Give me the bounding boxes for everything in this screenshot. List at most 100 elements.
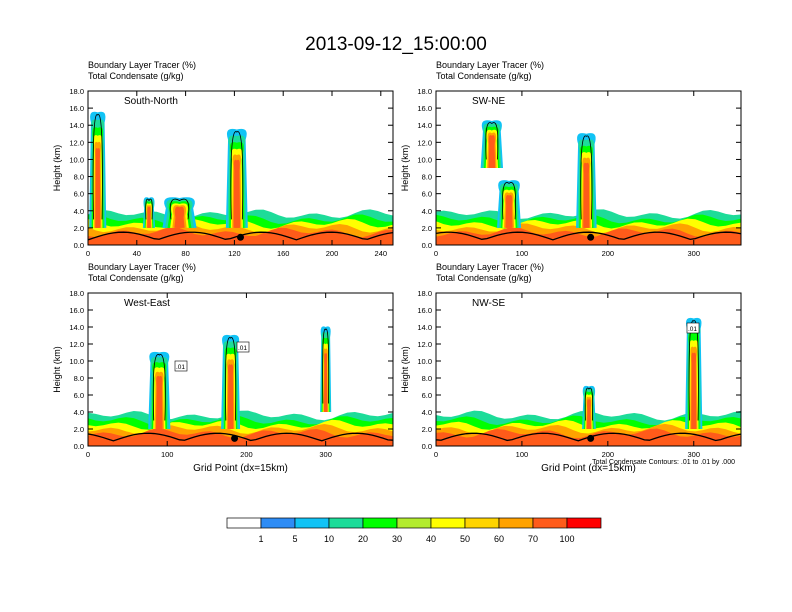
- y-tick-label: 6.0: [422, 391, 432, 400]
- condensate-contour: [225, 337, 237, 421]
- y-tick-label: 8.0: [422, 374, 432, 383]
- colorbar-label: 70: [528, 534, 538, 544]
- terrain-line: [88, 432, 393, 442]
- x-tick-label: 200: [602, 249, 615, 258]
- condensate-contour: [688, 320, 699, 421]
- location-marker: [237, 233, 244, 241]
- location-marker: [587, 233, 595, 241]
- panel-sw-ne: 0.0 2.0 4.0 6.0 8.0 10.0 12.0 14.0 16.0 18.0 0 100 2…: [400, 60, 742, 258]
- condensate-contour: [92, 114, 103, 220]
- y-tick-label: 16.0: [417, 306, 432, 315]
- y-axis-label: Height (km): [52, 346, 62, 393]
- plot-area: [436, 293, 741, 446]
- x-axis-label: Grid Point (dx=15km): [541, 463, 636, 474]
- y-tick-label: 14.0: [69, 323, 84, 332]
- y-axis-label: Height (km): [52, 145, 62, 192]
- x-tick-label: 40: [133, 249, 141, 258]
- y-tick-label: 4.0: [422, 207, 432, 216]
- colorbar: 1 5 10 20 30 40 50 60 70 100: [226, 517, 602, 544]
- panel-title-condensate: Total Condensate (g/kg): [88, 71, 184, 81]
- y-tick-label: 2.0: [422, 224, 432, 233]
- colorbar-swatch: [464, 517, 500, 529]
- contour-label-box: [236, 341, 250, 353]
- tracer-band: [88, 231, 393, 245]
- panel-title-tracer: Boundary Layer Tracer (%): [436, 262, 544, 272]
- colorbar-swatch: [362, 517, 398, 529]
- y-tick-label: 6.0: [74, 190, 84, 199]
- plume-layer: [157, 380, 162, 429]
- panel-label: West-East: [124, 298, 170, 309]
- panel-nw-se: 0.0 2.0 4.0 6.0 8.0 10.0 12.0 14.0 16.0 18.0 0 100 2…: [400, 262, 742, 474]
- contour-label-box: [686, 322, 700, 334]
- panel-title-condensate: Total Condensate (g/kg): [88, 273, 184, 283]
- y-tick-label: 12.0: [417, 138, 432, 147]
- condensate-contour: [502, 182, 516, 220]
- x-tick-label: 200: [602, 450, 615, 459]
- colorbar-label: 40: [426, 534, 436, 544]
- y-tick-label: 10.0: [417, 357, 432, 366]
- x-tick-label: 100: [161, 450, 174, 459]
- plume-layer: [489, 137, 494, 168]
- y-tick-label: 4.0: [74, 207, 84, 216]
- colorbar-label: 100: [559, 534, 574, 544]
- x-tick-label: 300: [687, 249, 700, 258]
- panel-label: NW-SE: [472, 298, 505, 309]
- contour-note: Total Condensate Contours: .01 to .01 by…: [592, 459, 735, 466]
- plume-layer: [176, 208, 183, 228]
- plume-layer: [228, 369, 233, 429]
- colorbar-label: 50: [460, 534, 470, 544]
- x-tick-label: 100: [516, 249, 529, 258]
- y-tick-label: 10.0: [69, 357, 84, 366]
- x-tick-label: 120: [228, 249, 241, 258]
- x-tick-label: 300: [687, 450, 700, 459]
- x-tick-label: 300: [319, 450, 332, 459]
- y-tick-label: 14.0: [417, 121, 432, 130]
- y-tick-label: 12.0: [69, 138, 84, 147]
- y-tick-label: 0.0: [74, 241, 84, 250]
- y-tick-label: 16.0: [417, 104, 432, 113]
- y-tick-label: 14.0: [69, 121, 84, 130]
- colorbar-swatch: [396, 517, 432, 529]
- x-tick-label: 0: [86, 249, 90, 258]
- contour-label: .01: [688, 326, 697, 333]
- condensate-contour: [322, 328, 330, 404]
- y-tick-label: 12.0: [69, 340, 84, 349]
- plume-layer: [147, 208, 151, 228]
- colorbar-swatch: [430, 517, 466, 529]
- y-tick-label: 0.0: [422, 241, 432, 250]
- y-tick-label: 8.0: [422, 173, 432, 182]
- plot-area: [88, 293, 393, 446]
- condensate-contour: [584, 387, 594, 421]
- y-tick-label: 8.0: [74, 374, 84, 383]
- y-axis-label: Height (km): [400, 145, 410, 192]
- condensate-contour: [169, 198, 190, 220]
- panel-title-condensate: Total Condensate (g/kg): [436, 71, 532, 81]
- panel-title-tracer: Boundary Layer Tracer (%): [88, 60, 196, 70]
- x-axis-label: Grid Point (dx=15km): [193, 463, 288, 474]
- y-tick-label: 2.0: [422, 425, 432, 434]
- x-tick-label: 80: [181, 249, 189, 258]
- y-tick-label: 6.0: [74, 391, 84, 400]
- colorbar-swatch: [498, 517, 534, 529]
- plume-layer: [234, 165, 239, 228]
- plume-layer: [584, 167, 589, 228]
- tracer-band: [88, 432, 393, 446]
- y-tick-label: 10.0: [69, 155, 84, 164]
- location-marker: [587, 434, 595, 442]
- y-tick-label: 12.0: [417, 340, 432, 349]
- y-tick-label: 16.0: [69, 306, 84, 315]
- colorbar-swatch: [532, 517, 568, 529]
- x-tick-label: 240: [375, 249, 388, 258]
- plot-frame: [87, 292, 394, 447]
- plume-layer: [692, 358, 696, 429]
- y-tick-label: 18.0: [69, 289, 84, 298]
- plume-layer: [96, 154, 100, 228]
- plume-layer: [324, 357, 327, 412]
- plot-area: [88, 91, 393, 245]
- panel-west-east: 0.0 2.0 4.0 6.0 8.0 10.0 12.0 14.0 16.0 18.0 0 100 2…: [52, 262, 394, 474]
- panel-title-condensate: Total Condensate (g/kg): [436, 273, 532, 283]
- colorbar-label: 5: [292, 534, 297, 544]
- x-tick-label: 200: [326, 249, 339, 258]
- colorbar-swatch: [226, 517, 262, 529]
- panel-title-tracer: Boundary Layer Tracer (%): [88, 262, 196, 272]
